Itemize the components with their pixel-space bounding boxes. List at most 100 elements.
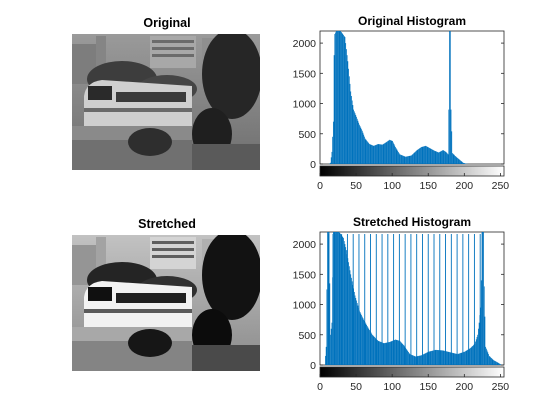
histogram-bar xyxy=(446,351,448,365)
x-tick-label: 0 xyxy=(317,180,323,192)
stretched-image xyxy=(72,235,260,371)
histogram-bar xyxy=(361,315,362,365)
histogram-bar xyxy=(437,152,439,164)
histogram-bar xyxy=(351,95,352,164)
histogram-bar xyxy=(338,31,339,164)
histogram-bar xyxy=(346,55,348,164)
histogram-bar xyxy=(357,305,359,365)
histogram-bar xyxy=(418,355,420,365)
x-tick-label: 0 xyxy=(317,381,323,393)
histogram-bar xyxy=(343,238,344,365)
histogram-bar xyxy=(426,352,428,365)
histogram-bar xyxy=(379,144,380,164)
histogram-bar xyxy=(344,244,346,365)
histogram-bar xyxy=(436,350,438,365)
histogram-bar xyxy=(344,37,346,164)
histogram-bar xyxy=(470,348,471,365)
histogram-bar xyxy=(342,237,344,365)
histogram-bar xyxy=(348,68,349,164)
histogram-bar xyxy=(460,160,462,164)
histogram-bar xyxy=(377,340,379,365)
histogram-bar xyxy=(400,154,402,164)
histogram-bar xyxy=(412,154,414,164)
histogram-bar xyxy=(471,346,473,365)
histogram-bar xyxy=(388,342,390,365)
histogram-bar xyxy=(444,350,445,365)
histogram-bar xyxy=(491,358,492,365)
histogram-bar xyxy=(367,327,369,365)
histogram-bar xyxy=(374,337,376,365)
histogram-bar xyxy=(402,155,404,164)
histogram-bar xyxy=(332,121,334,164)
histogram-bar xyxy=(460,352,462,365)
histogram-bar xyxy=(436,151,438,164)
histogram-bar xyxy=(356,303,358,365)
histogram-bar xyxy=(443,350,445,365)
histogram-bar xyxy=(461,352,463,365)
histogram-bar xyxy=(449,352,451,365)
histogram-bar xyxy=(454,155,456,164)
histogram-bar xyxy=(434,350,436,365)
histogram-bar xyxy=(349,83,351,164)
histogram-bar xyxy=(384,142,386,164)
histogram-bar xyxy=(413,355,414,365)
histogram-bar xyxy=(348,262,349,365)
histogram-bar xyxy=(487,352,489,365)
histogram-bar xyxy=(369,144,371,164)
histogram-bar xyxy=(441,150,443,164)
histogram-bar xyxy=(457,157,458,164)
histogram-bar xyxy=(395,339,397,365)
histogram-bar xyxy=(388,140,390,164)
histogram-bar xyxy=(426,146,427,164)
histogram-bar xyxy=(387,141,388,164)
histogram-bar xyxy=(411,154,413,164)
histogram-bar xyxy=(451,131,453,164)
histogram-bar xyxy=(335,32,336,164)
histogram-bar xyxy=(452,352,453,365)
histogram-bar xyxy=(354,295,356,365)
histogram-bar xyxy=(449,31,450,164)
histogram-bar xyxy=(358,124,360,164)
histogram-bar xyxy=(385,342,387,365)
histogram-bar xyxy=(334,34,336,164)
histogram-bar xyxy=(418,149,419,164)
histogram-bar xyxy=(366,324,367,365)
histogram-bar xyxy=(409,155,411,164)
histogram-bar xyxy=(483,232,484,365)
y-tick-label: 500 xyxy=(298,129,316,141)
histogram-bar xyxy=(438,152,440,164)
histogram-bar xyxy=(357,120,359,164)
histogram-bar xyxy=(410,155,412,164)
histogram-bar xyxy=(392,340,393,365)
histogram-bar xyxy=(452,353,454,365)
histogram-bar xyxy=(400,154,401,164)
histogram-bar xyxy=(379,144,381,164)
histogram-bar xyxy=(449,31,451,164)
histogram-bar xyxy=(457,353,459,365)
histogram-bar xyxy=(393,144,395,164)
histogram-bar xyxy=(500,364,502,365)
histogram-bar xyxy=(426,352,427,365)
histogram-bar xyxy=(350,274,352,365)
histogram-bar xyxy=(395,147,396,164)
histogram-bar xyxy=(402,344,404,365)
histogram-bar xyxy=(425,353,427,365)
histogram-bar xyxy=(394,339,396,365)
histogram-bar xyxy=(345,49,347,164)
histogram-bar xyxy=(485,346,487,365)
histogram-bar xyxy=(351,277,352,365)
histogram-bar xyxy=(368,328,370,365)
histogram-bar xyxy=(431,149,433,164)
histogram-bar xyxy=(424,146,426,164)
histogram-bar xyxy=(492,359,494,365)
histogram-bar xyxy=(481,232,483,365)
histogram-bar xyxy=(386,342,388,365)
histogram-bar xyxy=(420,147,422,164)
histogram-bar xyxy=(418,355,419,365)
histogram-bar xyxy=(459,160,461,164)
histogram-bar xyxy=(392,141,393,164)
histogram-bar xyxy=(423,353,425,365)
histogram-bar xyxy=(414,356,416,365)
histogram-bar xyxy=(405,156,407,164)
histogram-bar xyxy=(371,145,373,164)
